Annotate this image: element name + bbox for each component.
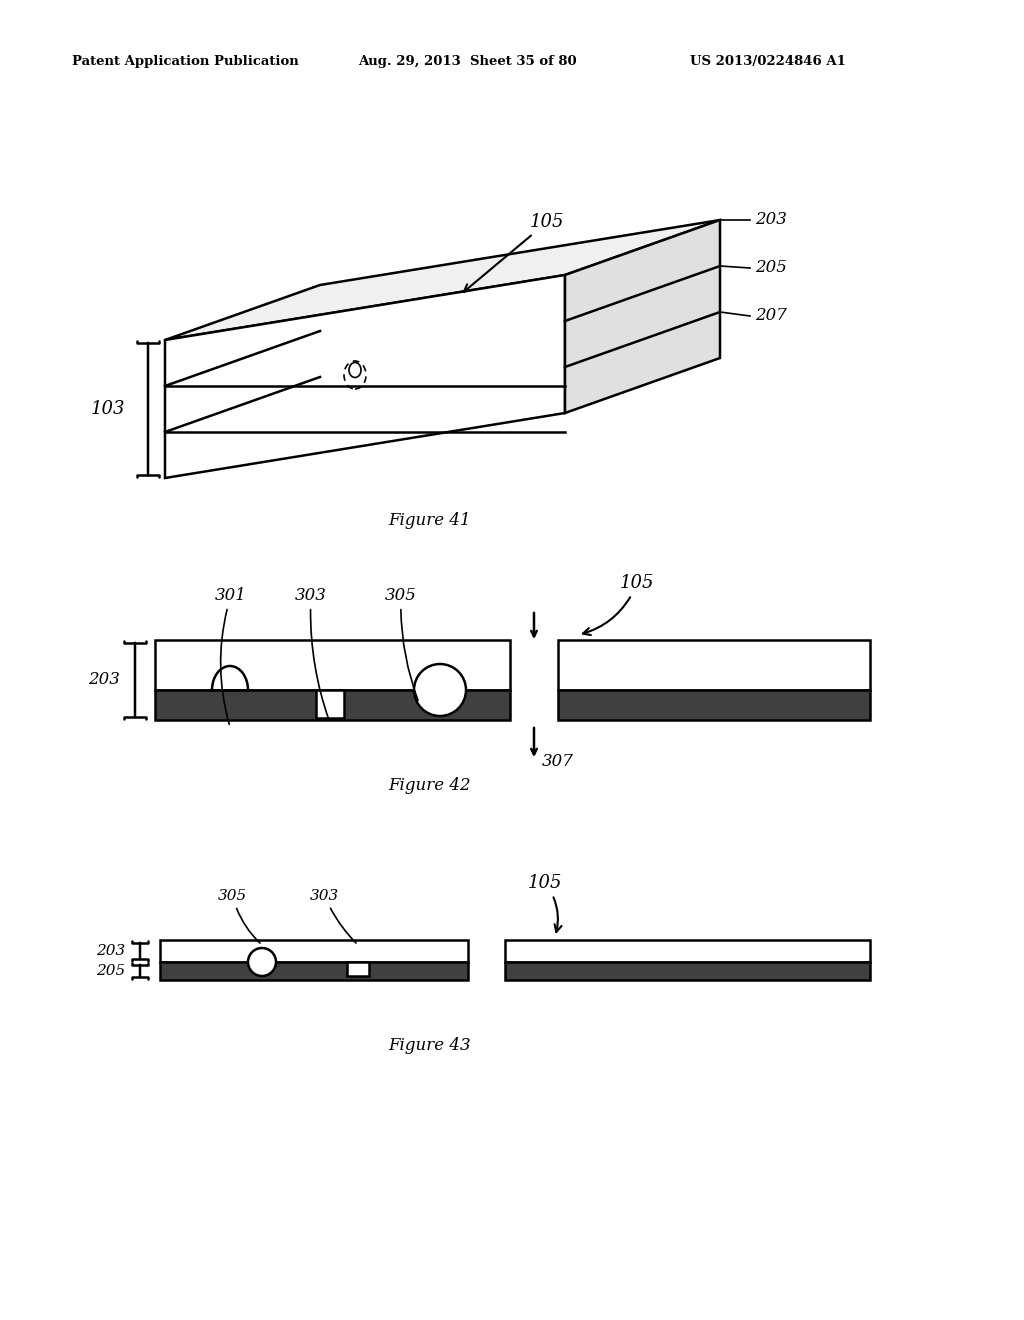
Bar bbox=[155, 690, 510, 719]
Polygon shape bbox=[165, 220, 720, 341]
Text: 203: 203 bbox=[96, 944, 125, 958]
Bar bbox=[155, 640, 510, 690]
Bar bbox=[505, 962, 870, 979]
Text: 103: 103 bbox=[90, 400, 125, 418]
Bar bbox=[160, 940, 468, 962]
Text: 105: 105 bbox=[583, 574, 654, 635]
Text: 305: 305 bbox=[218, 888, 260, 942]
Text: US 2013/0224846 A1: US 2013/0224846 A1 bbox=[690, 55, 846, 69]
Text: 203: 203 bbox=[88, 672, 120, 689]
Text: 203: 203 bbox=[755, 211, 786, 228]
Bar bbox=[160, 962, 468, 979]
Polygon shape bbox=[165, 275, 565, 478]
Text: 105: 105 bbox=[464, 213, 564, 292]
Text: 205: 205 bbox=[755, 260, 786, 276]
Text: Figure 43: Figure 43 bbox=[389, 1038, 471, 1053]
Text: 301: 301 bbox=[215, 587, 247, 725]
Circle shape bbox=[248, 948, 276, 975]
Polygon shape bbox=[565, 220, 720, 413]
Circle shape bbox=[414, 664, 466, 715]
Bar bbox=[347, 962, 369, 975]
Text: 205: 205 bbox=[96, 964, 125, 978]
Bar bbox=[558, 640, 870, 690]
Bar bbox=[505, 940, 870, 962]
Text: 303: 303 bbox=[295, 587, 329, 721]
Text: Figure 41: Figure 41 bbox=[389, 512, 471, 529]
Bar bbox=[558, 690, 870, 719]
Text: 303: 303 bbox=[310, 888, 356, 942]
Text: 307: 307 bbox=[542, 754, 573, 771]
Text: Figure 42: Figure 42 bbox=[389, 777, 471, 795]
Bar bbox=[316, 690, 344, 718]
Text: Patent Application Publication: Patent Application Publication bbox=[72, 55, 299, 69]
Text: 305: 305 bbox=[385, 587, 418, 701]
Text: Aug. 29, 2013  Sheet 35 of 80: Aug. 29, 2013 Sheet 35 of 80 bbox=[358, 55, 577, 69]
Text: 105: 105 bbox=[528, 874, 562, 932]
Text: 207: 207 bbox=[755, 308, 786, 325]
